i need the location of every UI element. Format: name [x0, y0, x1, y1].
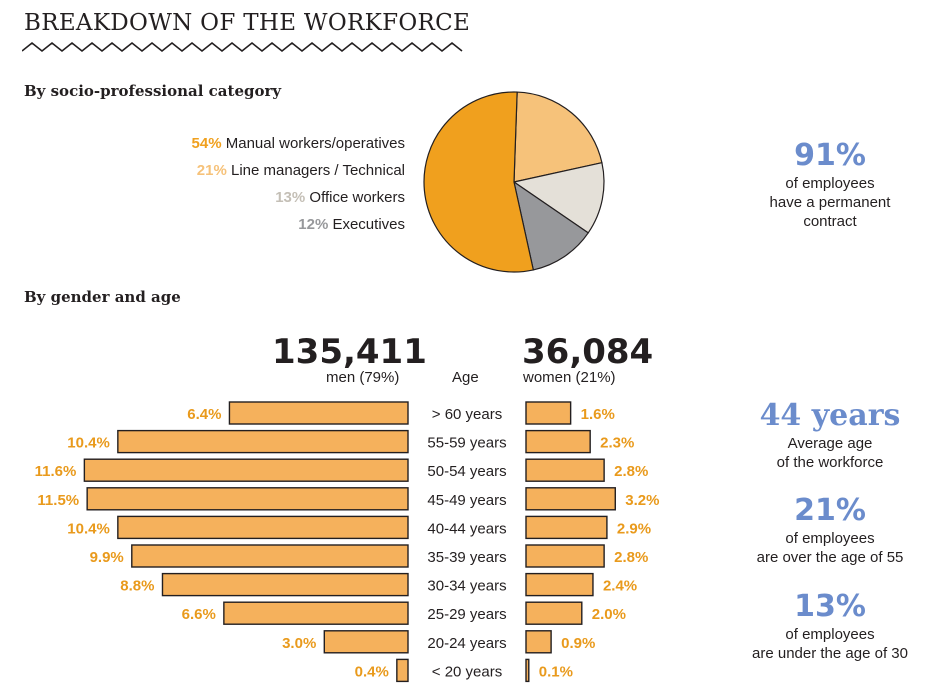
stat-avg-age-value: 44 years	[759, 398, 901, 433]
men-value-label: 6.6%	[182, 606, 216, 623]
men-value-label: 0.4%	[355, 663, 389, 680]
women-value-label: 2.9%	[617, 520, 651, 537]
stat-over55-line2: are over the age of 55	[756, 549, 904, 566]
pie-legend: 54% Manual workers/operatives 21% Line ma…	[192, 130, 405, 238]
stat-permanent-line3: contract	[803, 213, 857, 230]
men-value-label: 10.4%	[67, 520, 110, 537]
stat-permanent-line2: have a permanent	[769, 194, 891, 211]
men-bar	[117, 515, 409, 540]
men-label: men (79%)	[326, 369, 400, 386]
age-header: Age	[452, 369, 479, 386]
stat-permanent-value: 91%	[794, 138, 866, 173]
women-value-label: 2.8%	[614, 549, 648, 566]
section-title-category: By socio-professional category	[24, 82, 282, 100]
age-category-label: 50-54 years	[427, 463, 506, 480]
legend-percent: 54%	[191, 135, 222, 152]
men-bar	[86, 487, 409, 511]
women-value-label: 2.0%	[592, 606, 626, 623]
legend-item: 12% Executives	[192, 211, 405, 238]
page-title: BREAKDOWN OF THE WORKFORCE	[24, 10, 471, 36]
women-bar	[525, 630, 552, 654]
stat-permanent: 91% of employees have a permanent contra…	[740, 138, 920, 231]
legend-label: Office workers	[305, 189, 405, 206]
men-count: 135,411	[272, 332, 427, 372]
men-bar	[396, 658, 409, 683]
men-bar	[161, 572, 409, 597]
women-label: women (21%)	[523, 369, 616, 386]
men-bar	[228, 401, 409, 425]
age-pyramid-chart: 6.4% > 60 years 1.6% 10.4% 55-59 years 2.3% 11…	[35, 401, 659, 683]
legend-label: Line managers / Technical	[226, 162, 405, 179]
men-value-label: 9.9%	[90, 549, 124, 566]
pie-slice-manual-workers-operatives	[423, 91, 535, 273]
women-bar	[525, 601, 583, 625]
stat-over55-value: 21%	[794, 493, 866, 528]
legend-item: 21% Line managers / Technical	[192, 157, 405, 184]
women-value-label: 2.8%	[614, 463, 648, 480]
men-value-label: 11.5%	[37, 492, 79, 509]
men-value-label: 3.0%	[282, 635, 316, 652]
men-bar	[131, 544, 409, 568]
women-bar	[525, 401, 572, 425]
age-category-label: 40-44 years	[427, 520, 506, 537]
women-bar	[525, 544, 605, 568]
legend-item: 13% Office workers	[192, 184, 405, 211]
women-value-label: 2.4%	[603, 578, 637, 595]
stat-avg-age-line2: of the workforce	[776, 454, 884, 471]
age-category-label: 45-49 years	[427, 492, 506, 509]
men-bar	[223, 601, 409, 625]
stat-avg-age-line1: Average age	[787, 435, 873, 452]
pie-slice-executives	[513, 180, 590, 271]
men-bar	[323, 630, 409, 654]
pie-chart	[423, 91, 605, 273]
women-bar	[525, 487, 616, 511]
women-count: 36,084	[522, 332, 654, 372]
age-category-label: 35-39 years	[427, 549, 506, 566]
legend-percent: 12%	[298, 216, 329, 233]
section-title-gender-age: By gender and age	[24, 288, 181, 306]
men-value-label: 6.4%	[187, 406, 221, 423]
age-category-label: 20-24 years	[427, 635, 506, 652]
legend-label: Manual workers/operatives	[221, 135, 405, 152]
pie-slice-line-managers-technical	[513, 91, 603, 183]
women-bar	[525, 572, 594, 597]
men-bar	[83, 458, 409, 482]
stat-over55-line1: of employees	[785, 530, 875, 547]
legend-label: Executives	[328, 216, 405, 233]
men-value-label: 8.8%	[120, 578, 154, 595]
stat-over55: 21% of employees are over the age of 55	[735, 493, 925, 567]
age-category-label: 55-59 years	[427, 435, 506, 452]
women-bar	[525, 658, 530, 683]
pie-slice-office-workers	[512, 161, 605, 234]
stat-under30-value: 13%	[794, 589, 866, 624]
zigzag-underline	[22, 41, 463, 53]
women-bar	[525, 429, 591, 454]
stat-under30-line2: are under the age of 30	[752, 645, 908, 662]
age-category-label: < 20 years	[432, 663, 502, 680]
age-category-label: 25-29 years	[427, 606, 506, 623]
stat-under30: 13% of employees are under the age of 30	[735, 589, 925, 663]
women-value-label: 0.9%	[561, 635, 595, 652]
age-category-label: 30-34 years	[427, 578, 506, 595]
women-value-label: 1.6%	[581, 406, 615, 423]
legend-percent: 21%	[196, 162, 227, 179]
age-category-label: > 60 years	[432, 406, 502, 423]
women-bar	[525, 458, 605, 482]
men-value-label: 11.6%	[35, 463, 77, 480]
legend-item: 54% Manual workers/operatives	[192, 130, 405, 157]
women-value-label: 2.3%	[600, 435, 634, 452]
stat-permanent-line1: of employees	[785, 175, 875, 192]
men-bar	[117, 429, 409, 454]
men-value-label: 10.4%	[67, 435, 110, 452]
stat-avg-age: 44 years Average age of the workforce	[735, 398, 925, 472]
women-value-label: 0.1%	[539, 663, 573, 680]
legend-percent: 13%	[275, 189, 306, 206]
women-value-label: 3.2%	[625, 492, 659, 509]
women-bar	[525, 515, 608, 540]
stat-under30-line1: of employees	[785, 626, 875, 643]
